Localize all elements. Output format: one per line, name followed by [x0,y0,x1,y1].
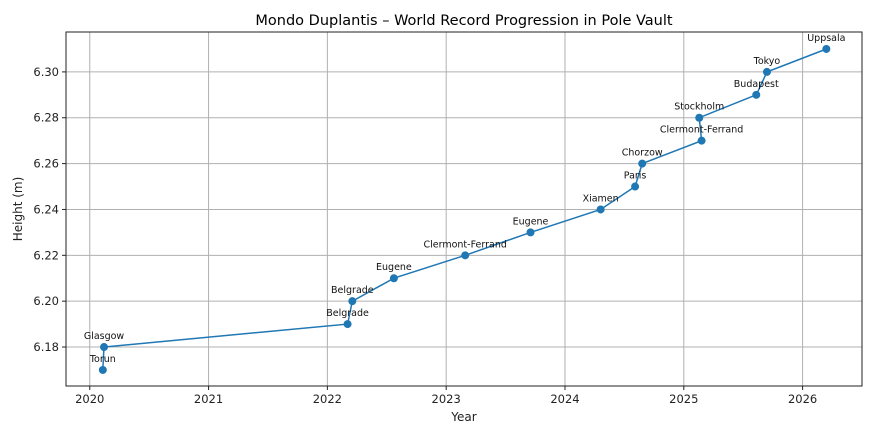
data-point [98,365,107,374]
y-axis-label: Height (m) [11,177,25,242]
x-axis-label: Year [450,410,476,424]
data-point [638,159,647,168]
data-point [752,90,761,99]
y-tick-label: 6.20 [33,294,59,308]
point-label: Paris [624,171,647,182]
point-label: Xiamen [583,193,619,204]
y-tick-label: 6.30 [33,65,59,79]
point-label: Chorzow [622,148,663,159]
data-point [461,251,470,260]
grid [66,32,862,386]
data-point [697,136,706,145]
x-tick-label: 2025 [669,392,698,406]
y-tick-label: 6.28 [33,111,59,125]
chart-title: Mondo Duplantis – World Record Progressi… [255,13,672,29]
point-label: Tokyo [753,56,781,67]
x-tick-label: 2020 [75,392,104,406]
plot-frame [65,31,863,387]
point-label: Belgrade [326,308,369,319]
data-point [348,297,357,306]
data-point [822,44,831,53]
x-tick-label: 2021 [194,392,223,406]
point-label: Stockholm [674,102,724,113]
data-point [389,274,398,283]
data-point [100,343,109,352]
data-point [631,182,640,191]
point-label: Clermont-Ferrand [423,239,506,250]
point-label: Budapest [734,79,779,90]
point-label: Belgrade [331,285,374,296]
x-tick-label: 2022 [313,392,342,406]
point-label: Eugene [376,262,412,273]
y-tick-label: 6.22 [33,248,59,262]
series [98,44,831,374]
point-label: Uppsala [807,33,845,44]
x-axis: 2020 2021 2022 2023 2024 2025 2026 [75,386,817,406]
data-point [526,228,535,237]
y-tick-label: 6.24 [33,202,59,216]
y-axis: 6.18 6.20 6.22 6.24 6.26 6.28 6.30 [33,65,66,354]
data-point [695,113,704,122]
y-tick-label: 6.26 [33,157,59,171]
data-point [596,205,605,214]
point-label: Clermont-Ferrand [660,125,743,136]
x-tick-label: 2026 [788,392,817,406]
annotations: Torun Glasgow Belgrade Belgrade Eugene Clermo… [84,33,846,365]
data-point [762,67,771,76]
point-label: Eugene [513,216,549,227]
point-label: Torun [89,354,116,365]
data-point [343,320,352,329]
y-tick-label: 6.18 [33,340,59,354]
x-tick-label: 2024 [550,392,579,406]
x-tick-label: 2023 [432,392,461,406]
point-label: Glasgow [84,331,125,342]
